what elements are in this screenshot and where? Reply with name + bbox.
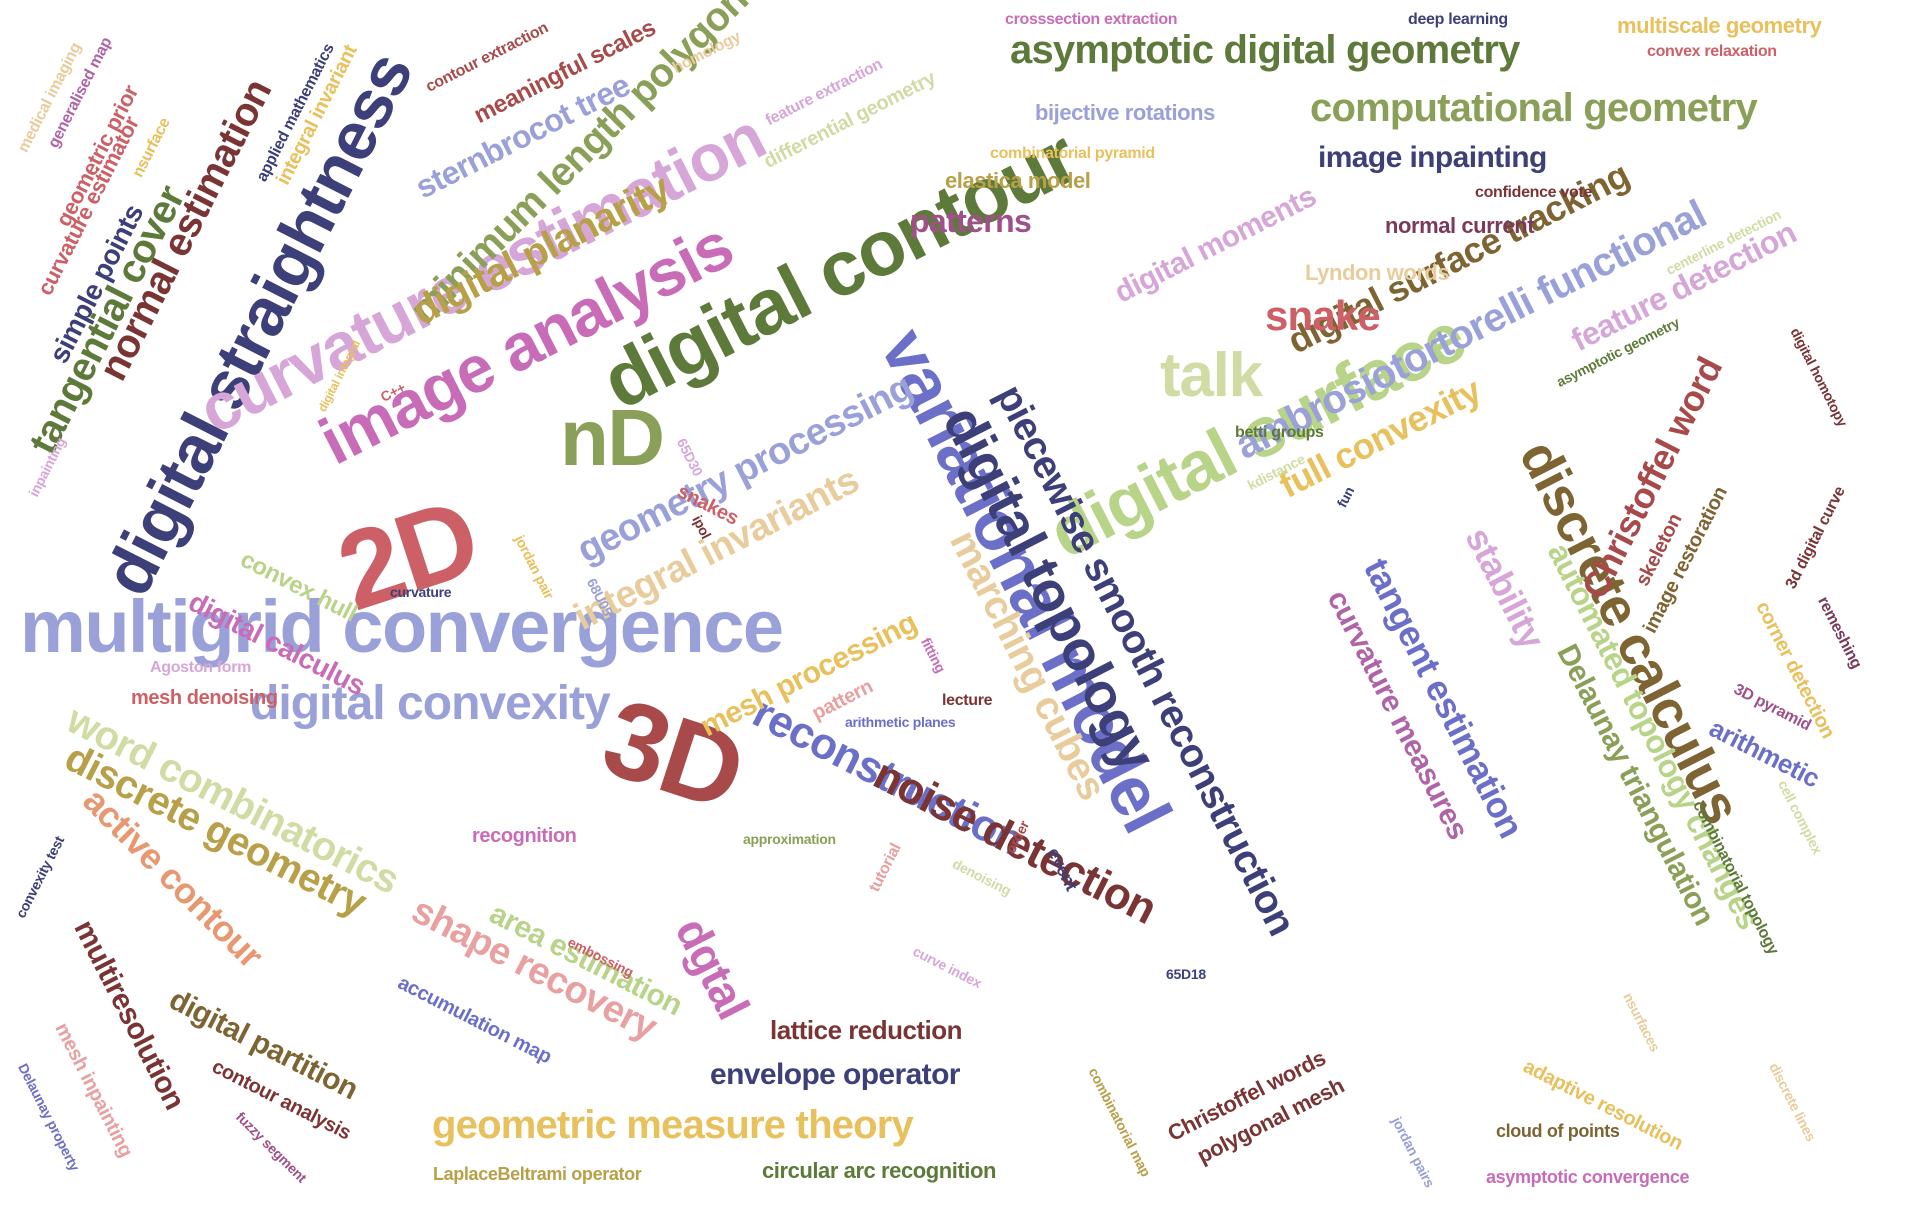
word-lecture: lecture: [942, 692, 993, 709]
word-recognition: recognition: [472, 825, 577, 847]
word-remeshing: remeshing: [1814, 594, 1865, 672]
word-3d-digital-curve: 3d digital curve: [1782, 483, 1849, 592]
word-fun: fun: [1333, 484, 1358, 510]
word-tutorial: tutorial: [866, 840, 905, 895]
word-stability: stability: [1457, 520, 1553, 655]
word-multigrid-convergence: multigrid convergence: [20, 585, 784, 668]
word-crosssection-extraction: crosssection extraction: [1005, 11, 1178, 28]
word-laplacebeltrami-operator: LaplaceBeltrami operator: [433, 1164, 642, 1184]
word-talk: talk: [1160, 341, 1263, 410]
word-snake: snake: [1265, 292, 1381, 339]
word-convexity-test: convexity test: [12, 833, 68, 921]
word-asymptotic-convergence: asymptotic convergence: [1486, 1167, 1690, 1187]
word-curvature: curvature: [390, 584, 452, 600]
word-lyndon-words: Lyndon words: [1305, 260, 1450, 285]
word-approximation: approximation: [743, 831, 836, 847]
word-elastica-model: elastica model: [945, 168, 1091, 193]
word-lattice-reduction: lattice reduction: [770, 1015, 963, 1045]
word-computational-geometry: computational geometry: [1310, 86, 1758, 130]
word-betti-groups: betti groups: [1235, 424, 1324, 441]
word-deep-learning: deep learning: [1408, 11, 1508, 28]
word-arithmetic-planes: arithmetic planes: [845, 714, 956, 730]
word-digital-moments: digital moments: [1109, 179, 1322, 310]
word-delaunay-property: Delaunay property: [15, 1060, 84, 1174]
word-geometric-measure-theory: geometric measure theory: [432, 1103, 914, 1147]
word-combinatorial-pyramid: combinatorial pyramid: [990, 145, 1155, 162]
word-patterns: patterns: [910, 203, 1032, 239]
word-discrete-lines: discrete lines: [1766, 1060, 1820, 1144]
word-agoston-form: Agoston form: [150, 659, 252, 676]
word-circular-arc-recognition: circular arc recognition: [762, 1158, 996, 1183]
word-digital-convexity: digital convexity: [250, 677, 611, 730]
word-digital-homotopy: digital homotopy: [1787, 325, 1851, 429]
word-fitting: fitting: [917, 634, 949, 676]
word-image-inpainting: image inpainting: [1318, 141, 1547, 174]
word-jordan-pairs: jordan pairs: [1388, 1114, 1438, 1190]
word-nD: nD: [560, 393, 665, 482]
word-bijective-rotations: bijective rotations: [1035, 100, 1215, 125]
word-dgtal: dgtal: [665, 909, 760, 1027]
word-asymptotic-digital-geometry: asymptotic digital geometry: [1010, 28, 1520, 72]
word-cloud-of-points: cloud of points: [1496, 1121, 1620, 1141]
word-confidence-vote: confidence vote: [1475, 184, 1593, 201]
word-combinatorial-map: combinatorial map: [1085, 1065, 1155, 1179]
word-multiscale-geometry: multiscale geometry: [1617, 13, 1822, 38]
word-cell-complex: cell complex: [1774, 777, 1826, 857]
word-nsurfaces: nsurfaces: [1620, 990, 1664, 1054]
word-normal-current: normal current: [1385, 213, 1535, 238]
word-65D30: 65D30: [673, 435, 707, 479]
word-mesh-denoising: mesh denoising: [131, 687, 278, 709]
word-65D18: 65D18: [1166, 966, 1206, 982]
word-curve-index: curve index: [910, 942, 985, 992]
word-envelope-operator: envelope operator: [710, 1058, 960, 1091]
word-convex-relaxation: convex relaxation: [1647, 43, 1777, 60]
